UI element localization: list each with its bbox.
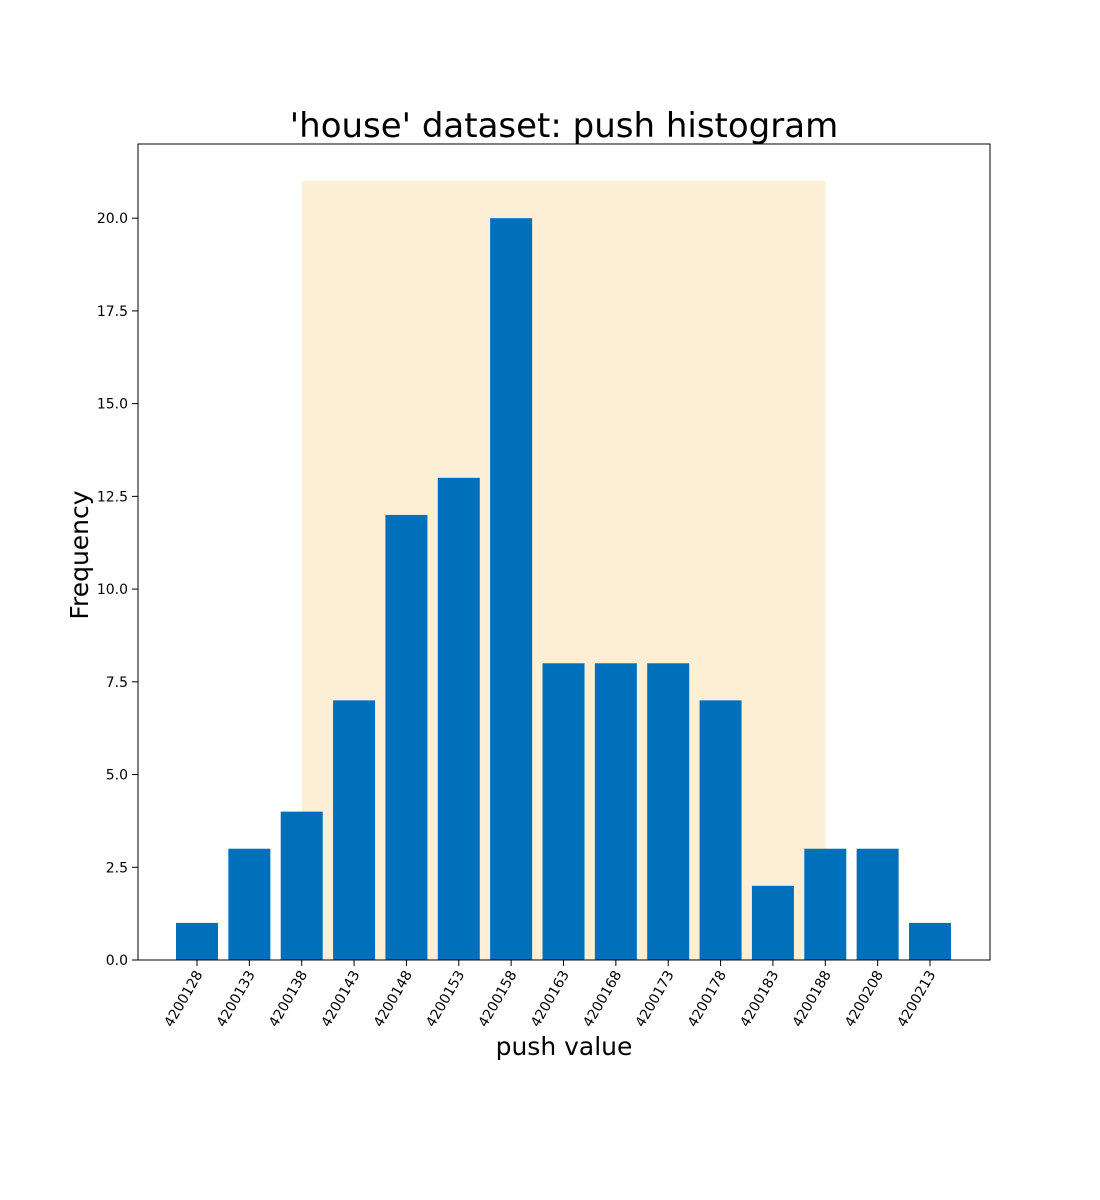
y-tick-label: 12.5	[97, 489, 128, 505]
bar-4200133	[228, 848, 271, 960]
x-axis-label: push value	[496, 1032, 633, 1061]
bar-4200173	[647, 663, 690, 960]
bar-4200158	[490, 218, 533, 960]
bar-4200178	[699, 700, 742, 960]
bar-4200183	[751, 885, 794, 960]
bar-4200138	[280, 811, 323, 960]
y-axis: 0.0 2.5 5.0 7.5 10.0 12.5 15.0 17.5 20.0	[97, 211, 138, 969]
bar-4200143	[333, 700, 376, 960]
y-tick-label: 2.5	[106, 860, 128, 876]
bar-4200148	[385, 514, 428, 960]
bar-4200188	[804, 848, 847, 960]
bar-4200208	[856, 848, 899, 960]
y-tick-label: 10.0	[97, 582, 128, 598]
y-tick-label: 20.0	[97, 211, 128, 227]
bars-layer	[176, 218, 951, 960]
y-tick-label: 5.0	[106, 768, 128, 784]
bar-4200168	[594, 663, 637, 960]
y-tick-label: 7.5	[106, 675, 128, 691]
bar-4200163	[542, 663, 585, 960]
chart-title: 'house' dataset: push histogram	[290, 106, 838, 146]
bar-4200153	[437, 477, 480, 960]
y-tick-label: 17.5	[97, 304, 128, 320]
y-axis-label: Frequency	[65, 490, 94, 619]
y-tick-label: 0.0	[106, 953, 128, 969]
y-tick-label: 15.0	[97, 397, 128, 413]
bar-4200128	[176, 922, 218, 960]
bar-4200213	[909, 922, 951, 960]
